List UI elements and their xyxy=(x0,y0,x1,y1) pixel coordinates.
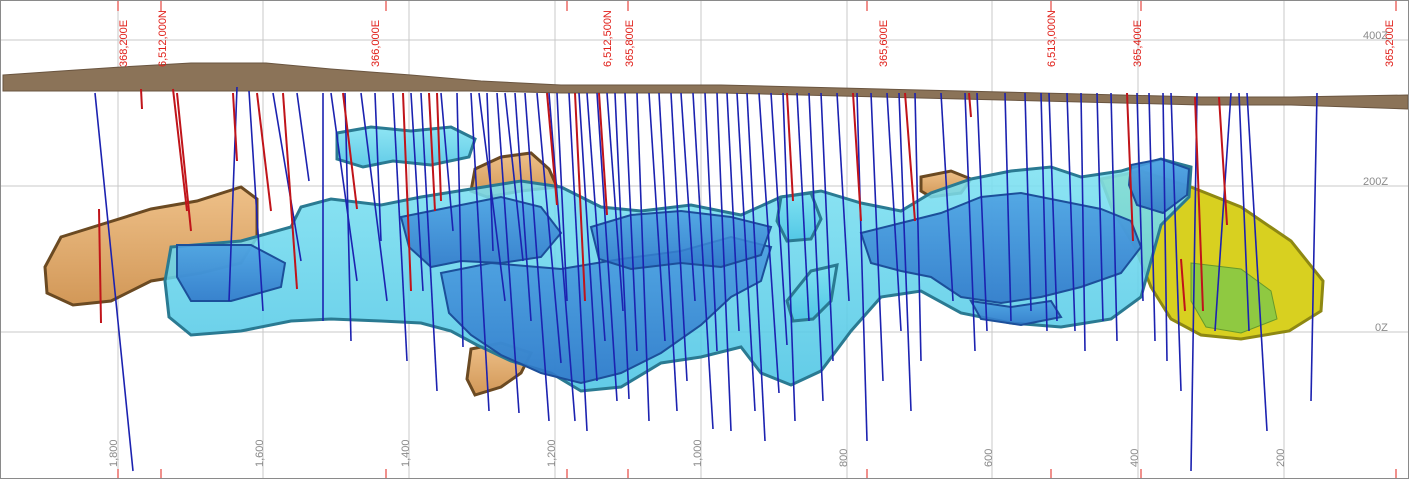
distance-label: 800 xyxy=(838,449,850,467)
topography-surface xyxy=(2,62,1408,110)
grid-labels-top: 368,200E 6,512,000N 366,000E 6,512,500N … xyxy=(118,10,1396,67)
distance-label: 1,000 xyxy=(692,439,704,467)
red-ticks xyxy=(117,1,1397,478)
grid-label-top: 365,800E xyxy=(624,20,636,67)
distance-label: 200 xyxy=(1275,449,1287,467)
elevation-label: 200Z xyxy=(1363,176,1388,188)
distance-label: 400 xyxy=(1129,449,1141,467)
grid-label-top: 366,000E xyxy=(370,20,382,67)
grid-label-top: 6,513,000N xyxy=(1046,10,1058,67)
elevation-labels: 400Z 200Z 0Z xyxy=(1363,30,1388,334)
grid-label-top: 365,400E xyxy=(1132,20,1144,67)
distance-label: 1,400 xyxy=(400,439,412,467)
grid-label-top: 6,512,000N xyxy=(157,10,169,67)
elevation-label: 0Z xyxy=(1375,322,1388,334)
grid-label-top: 368,200E xyxy=(118,20,130,67)
drillholes-blue xyxy=(94,86,1318,472)
distance-label: 600 xyxy=(983,449,995,467)
grid-label-top: 365,200E xyxy=(1384,20,1396,67)
drillholes-red xyxy=(98,88,1228,324)
grid-label-top: 365,600E xyxy=(878,20,890,67)
grid-label-top: 6,512,500N xyxy=(602,10,614,67)
elevation-label: 400Z xyxy=(1363,30,1388,42)
distance-label: 1,800 xyxy=(108,439,120,467)
distance-labels: 1,800 1,600 1,400 1,200 1,000 800 600 40… xyxy=(108,439,1287,467)
distance-label: 1,200 xyxy=(546,439,558,467)
distance-label: 1,600 xyxy=(254,439,266,467)
